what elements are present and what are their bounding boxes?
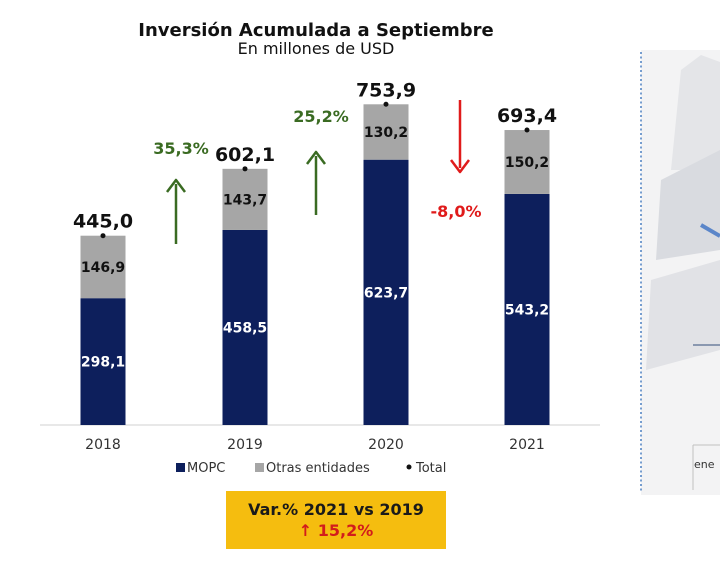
- data-label-mopc-2019: 458,5: [223, 320, 267, 336]
- total-label-2020: 753,9: [356, 79, 416, 101]
- legend-label-otras: Otras entidades: [266, 461, 370, 476]
- legend-label-total: Total: [415, 461, 446, 476]
- x-tick-label-2020: 2020: [368, 437, 404, 453]
- growth-arrow-head-1: [166, 178, 186, 193]
- data-label-otras-2021: 150,2: [505, 155, 549, 171]
- data-label-otras-2020: 130,2: [364, 125, 408, 141]
- data-label-mopc-2020: 623,7: [364, 285, 408, 301]
- legend-swatch-mopc: [176, 463, 185, 472]
- total-marker-2018: [100, 233, 106, 239]
- bar-mopc-2018: [80, 298, 126, 425]
- growth-arrow-head-3: [450, 159, 470, 174]
- variation-callout: Var.% 2021 vs 2019 ↑ 15,2%: [226, 491, 446, 549]
- x-tick-label-2021: 2021: [509, 437, 545, 453]
- x-tick-label-2019: 2019: [227, 437, 263, 453]
- data-label-otras-2018: 146,9: [81, 260, 125, 276]
- bar-otras-2019: [222, 168, 268, 230]
- total-label-2018: 445,0: [73, 211, 133, 233]
- growth-arrow-head-2: [306, 150, 326, 165]
- legend-label-mopc: MOPC: [187, 461, 225, 476]
- chart-subtitle: En millones de USD: [237, 39, 395, 58]
- bar-otras-2020: [363, 104, 409, 160]
- x-tick-label-2018: 2018: [85, 437, 121, 453]
- variation-callout-value: ↑ 15,2%: [298, 521, 374, 540]
- bar-otras-2021: [504, 130, 550, 194]
- growth-label-3: -8,0%: [430, 202, 481, 221]
- bar-mopc-2019: [222, 229, 268, 425]
- total-marker-2021: [524, 127, 530, 133]
- side-panel-axis-label: ene: [694, 458, 715, 471]
- total-marker-2019: [242, 166, 248, 172]
- chart-title: Inversión Acumulada a Septiembre: [138, 20, 494, 41]
- stacked-bar-chart: 298,1 146,9 445,0 2018 458,5 143,7 602,1 2019 62…: [40, 79, 600, 476]
- total-marker-2020: [383, 101, 389, 107]
- data-label-mopc-2018: 298,1: [81, 355, 125, 371]
- data-label-mopc-2021: 543,2: [505, 302, 549, 318]
- bar-mopc-2021: [504, 193, 550, 425]
- side-panel-background: [641, 50, 720, 495]
- growth-label-1: 35,3%: [153, 139, 209, 158]
- growth-label-2: 25,2%: [293, 107, 349, 126]
- legend-swatch-otras: [255, 463, 264, 472]
- variation-callout-title: Var.% 2021 vs 2019: [248, 500, 424, 519]
- bar-mopc-2020: [363, 159, 409, 425]
- legend-marker-total: [406, 464, 412, 470]
- total-label-2021: 693,4: [497, 105, 557, 127]
- data-label-otras-2019: 143,7: [223, 192, 267, 208]
- total-label-2019: 602,1: [215, 144, 275, 166]
- bar-otras-2018: [80, 235, 126, 299]
